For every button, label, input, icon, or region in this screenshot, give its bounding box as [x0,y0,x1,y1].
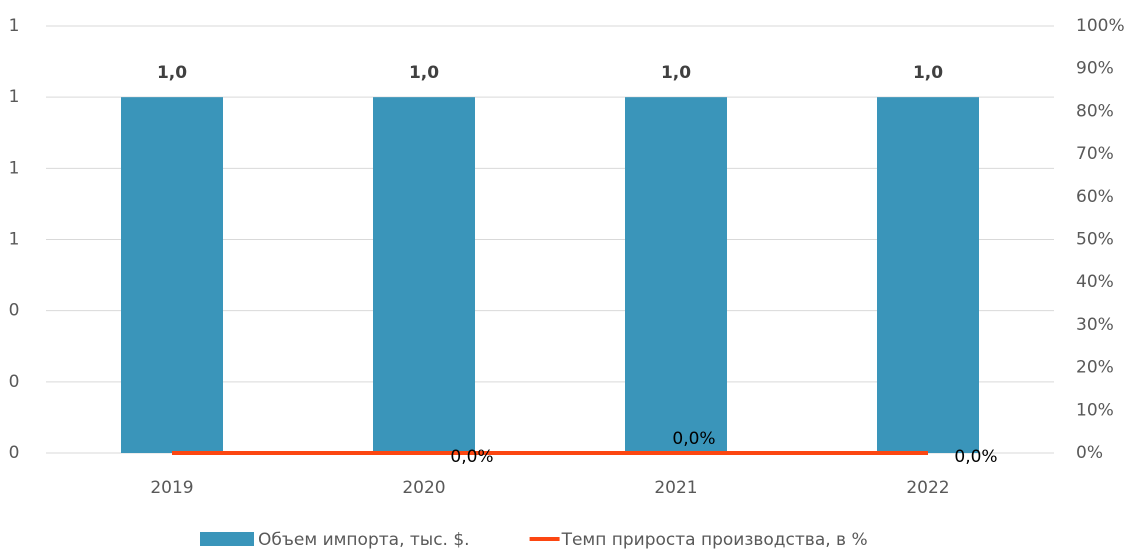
bar-value-label: 1,0 [409,63,439,83]
y2-tick-label: 60% [1076,187,1114,207]
legend-swatch [200,532,254,546]
y2-tick-label: 20% [1076,358,1114,378]
y2-tick-label: 80% [1076,101,1114,121]
y2-tick-label: 40% [1076,272,1114,292]
line-value-label: 0,0% [450,447,493,467]
y2-tick-label: 30% [1076,315,1114,335]
bar-value-label: 1,0 [157,63,187,83]
y2-tick-label: 10% [1076,400,1114,420]
y-tick-label: 0 [9,301,20,321]
y2-tick-label: 90% [1076,59,1114,79]
x-tick-label: 2019 [150,478,193,498]
line-value-label: 0,0% [672,429,715,449]
bar [625,97,727,454]
y-tick-label: 0 [9,372,20,392]
bar [877,97,979,454]
bar [121,97,223,454]
bar-value-label: 1,0 [913,63,943,83]
y2-tick-label: 70% [1076,144,1114,164]
y-tick-label: 1 [9,87,20,107]
legend-label: Темп прироста производства, в % [561,530,868,550]
y-tick-label: 1 [9,230,20,250]
y2-tick-label: 100% [1076,16,1125,36]
y2-tick-label: 50% [1076,230,1114,250]
bar-value-label: 1,0 [661,63,691,83]
y-tick-label: 1 [9,16,20,36]
bar [373,97,475,454]
y-tick-label: 0 [9,443,20,463]
y-tick-label: 1 [9,158,20,178]
y2-tick-label: 0% [1076,443,1103,463]
x-tick-label: 2022 [906,478,949,498]
line-value-label: 0,0% [954,447,997,467]
legend-label: Объем импорта, тыс. $. [258,530,470,550]
x-tick-label: 2021 [654,478,697,498]
x-tick-label: 2020 [402,478,445,498]
